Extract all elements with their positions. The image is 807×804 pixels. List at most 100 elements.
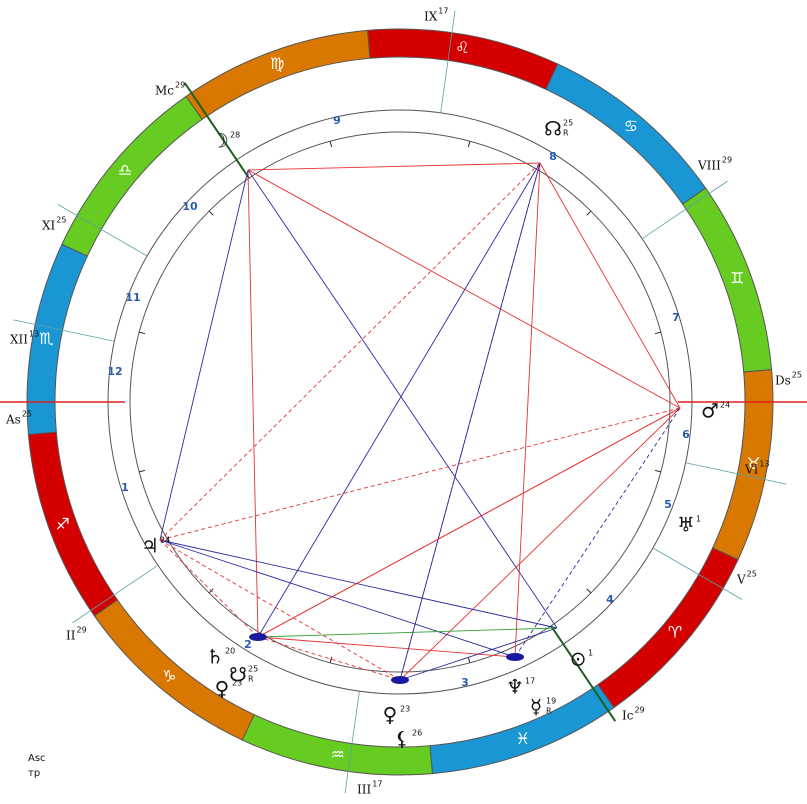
sign-glyph: ♍ (270, 54, 284, 73)
house-number: 11 (125, 291, 140, 304)
planet-glyph: ♅ (677, 513, 695, 537)
cusp-label: XI (42, 219, 56, 233)
house-number: 9 (333, 114, 341, 127)
sign-segment (26, 243, 88, 436)
planet-degree: 25 (563, 119, 573, 128)
house-number: 8 (549, 150, 557, 163)
planet-retrograde: R (248, 675, 254, 684)
planet-glyph: ♆ (506, 675, 524, 699)
aspect-line (159, 539, 401, 681)
house-cusp (72, 564, 159, 624)
aspect-line (247, 169, 681, 409)
cusp-label: Mc (155, 84, 174, 98)
aspect-line (514, 407, 681, 658)
aspect-line (257, 636, 516, 658)
house-number: 4 (606, 593, 614, 606)
cusp-label: Ic (622, 709, 634, 723)
cusp-degree: 29 (76, 626, 86, 635)
sign-glyph: ♓ (516, 729, 530, 748)
sign-segment (681, 187, 773, 373)
aspect-line (159, 162, 541, 541)
sign-glyph: ♈ (668, 622, 682, 641)
ring-tick (208, 210, 214, 216)
cusp-degree: 29 (175, 81, 185, 90)
sign-segment (185, 29, 371, 121)
footer-text: тр (28, 768, 40, 779)
cusp-degree: 25 (747, 570, 757, 579)
aspect-line (257, 636, 401, 681)
sign-glyph: ♋ (624, 116, 638, 135)
ring-tick (654, 469, 661, 473)
planet-degree: 1 (696, 515, 701, 524)
aspect-line (159, 407, 681, 541)
sign-glyph: ♌ (455, 38, 469, 57)
aspect-line (159, 539, 516, 658)
ring-tick (467, 141, 471, 148)
house-number: 7 (672, 311, 680, 324)
planet-glyph: ♄ (206, 645, 224, 669)
house-cusp (13, 319, 115, 342)
planet-degree: 20 (225, 647, 235, 656)
sign-glyph: ♐ (55, 514, 69, 533)
ring-tick (329, 656, 333, 663)
planet-degree: 19 (546, 697, 556, 706)
cusp-label: IX (424, 10, 438, 24)
house-number: 1 (121, 481, 129, 494)
house-cusp (440, 10, 456, 113)
cusp-degree: 17 (372, 780, 382, 789)
ic-axis (550, 625, 617, 722)
aspect-line (247, 162, 541, 171)
house-number: 5 (664, 498, 672, 511)
house-number: 2 (244, 638, 252, 651)
sign-glyph: ♊ (730, 269, 744, 288)
planet-cluster (249, 633, 267, 641)
cusp-degree: 13 (759, 460, 769, 469)
sign-glyph: ♑ (162, 667, 176, 686)
planet-glyph: ☿ (530, 695, 542, 719)
aspect-line (247, 169, 259, 638)
cusp-degree: 17 (438, 7, 448, 16)
ring-tick (139, 331, 146, 335)
planet-degree: 24 (720, 401, 730, 410)
aspect-line (257, 162, 541, 638)
cusp-label: VIII (697, 159, 721, 173)
cusp-label: As (5, 413, 21, 427)
planet-degree: 26 (412, 729, 422, 738)
ring-tick (586, 588, 592, 594)
house-number: 6 (682, 428, 690, 441)
aspect-line (399, 627, 558, 681)
ring-tick (654, 331, 661, 335)
cusp-degree: 25 (792, 371, 802, 380)
planet-glyph: ☋ (229, 663, 247, 687)
sign-glyph: ♉ (746, 454, 760, 473)
cusp-label: VI (744, 463, 759, 477)
planet-retrograde: R (546, 707, 552, 716)
cusp-label: XII (10, 333, 28, 347)
planet-glyph: ☊ (544, 117, 562, 141)
aspect-line (514, 162, 541, 658)
aspect-line (159, 539, 558, 629)
house-number: 3 (461, 676, 469, 689)
ring-tick (586, 210, 592, 216)
planet-cluster (391, 676, 409, 684)
aspect-line (257, 627, 558, 638)
cusp-label: III (357, 783, 371, 797)
footer-text: Asc (28, 753, 46, 764)
cusp-label: V (736, 573, 746, 587)
cusp-degree: 29 (634, 706, 644, 715)
planet-glyph: ⚸ (395, 727, 410, 751)
aspect-line (247, 169, 558, 629)
planet-degree: 23 (232, 679, 242, 688)
house-cusp (344, 691, 360, 794)
house-cusp (641, 180, 728, 240)
cusp-degree: 25 (56, 216, 66, 225)
ring-tick (329, 141, 333, 148)
planet-degree: 25 (248, 665, 258, 674)
sign-glyph: ♎ (118, 161, 132, 180)
sign-glyph: ♏ (39, 329, 53, 348)
planet-degree: 23 (400, 705, 410, 714)
planet-glyph: ♃ (141, 534, 159, 558)
planet-degree: 1 (588, 649, 593, 658)
